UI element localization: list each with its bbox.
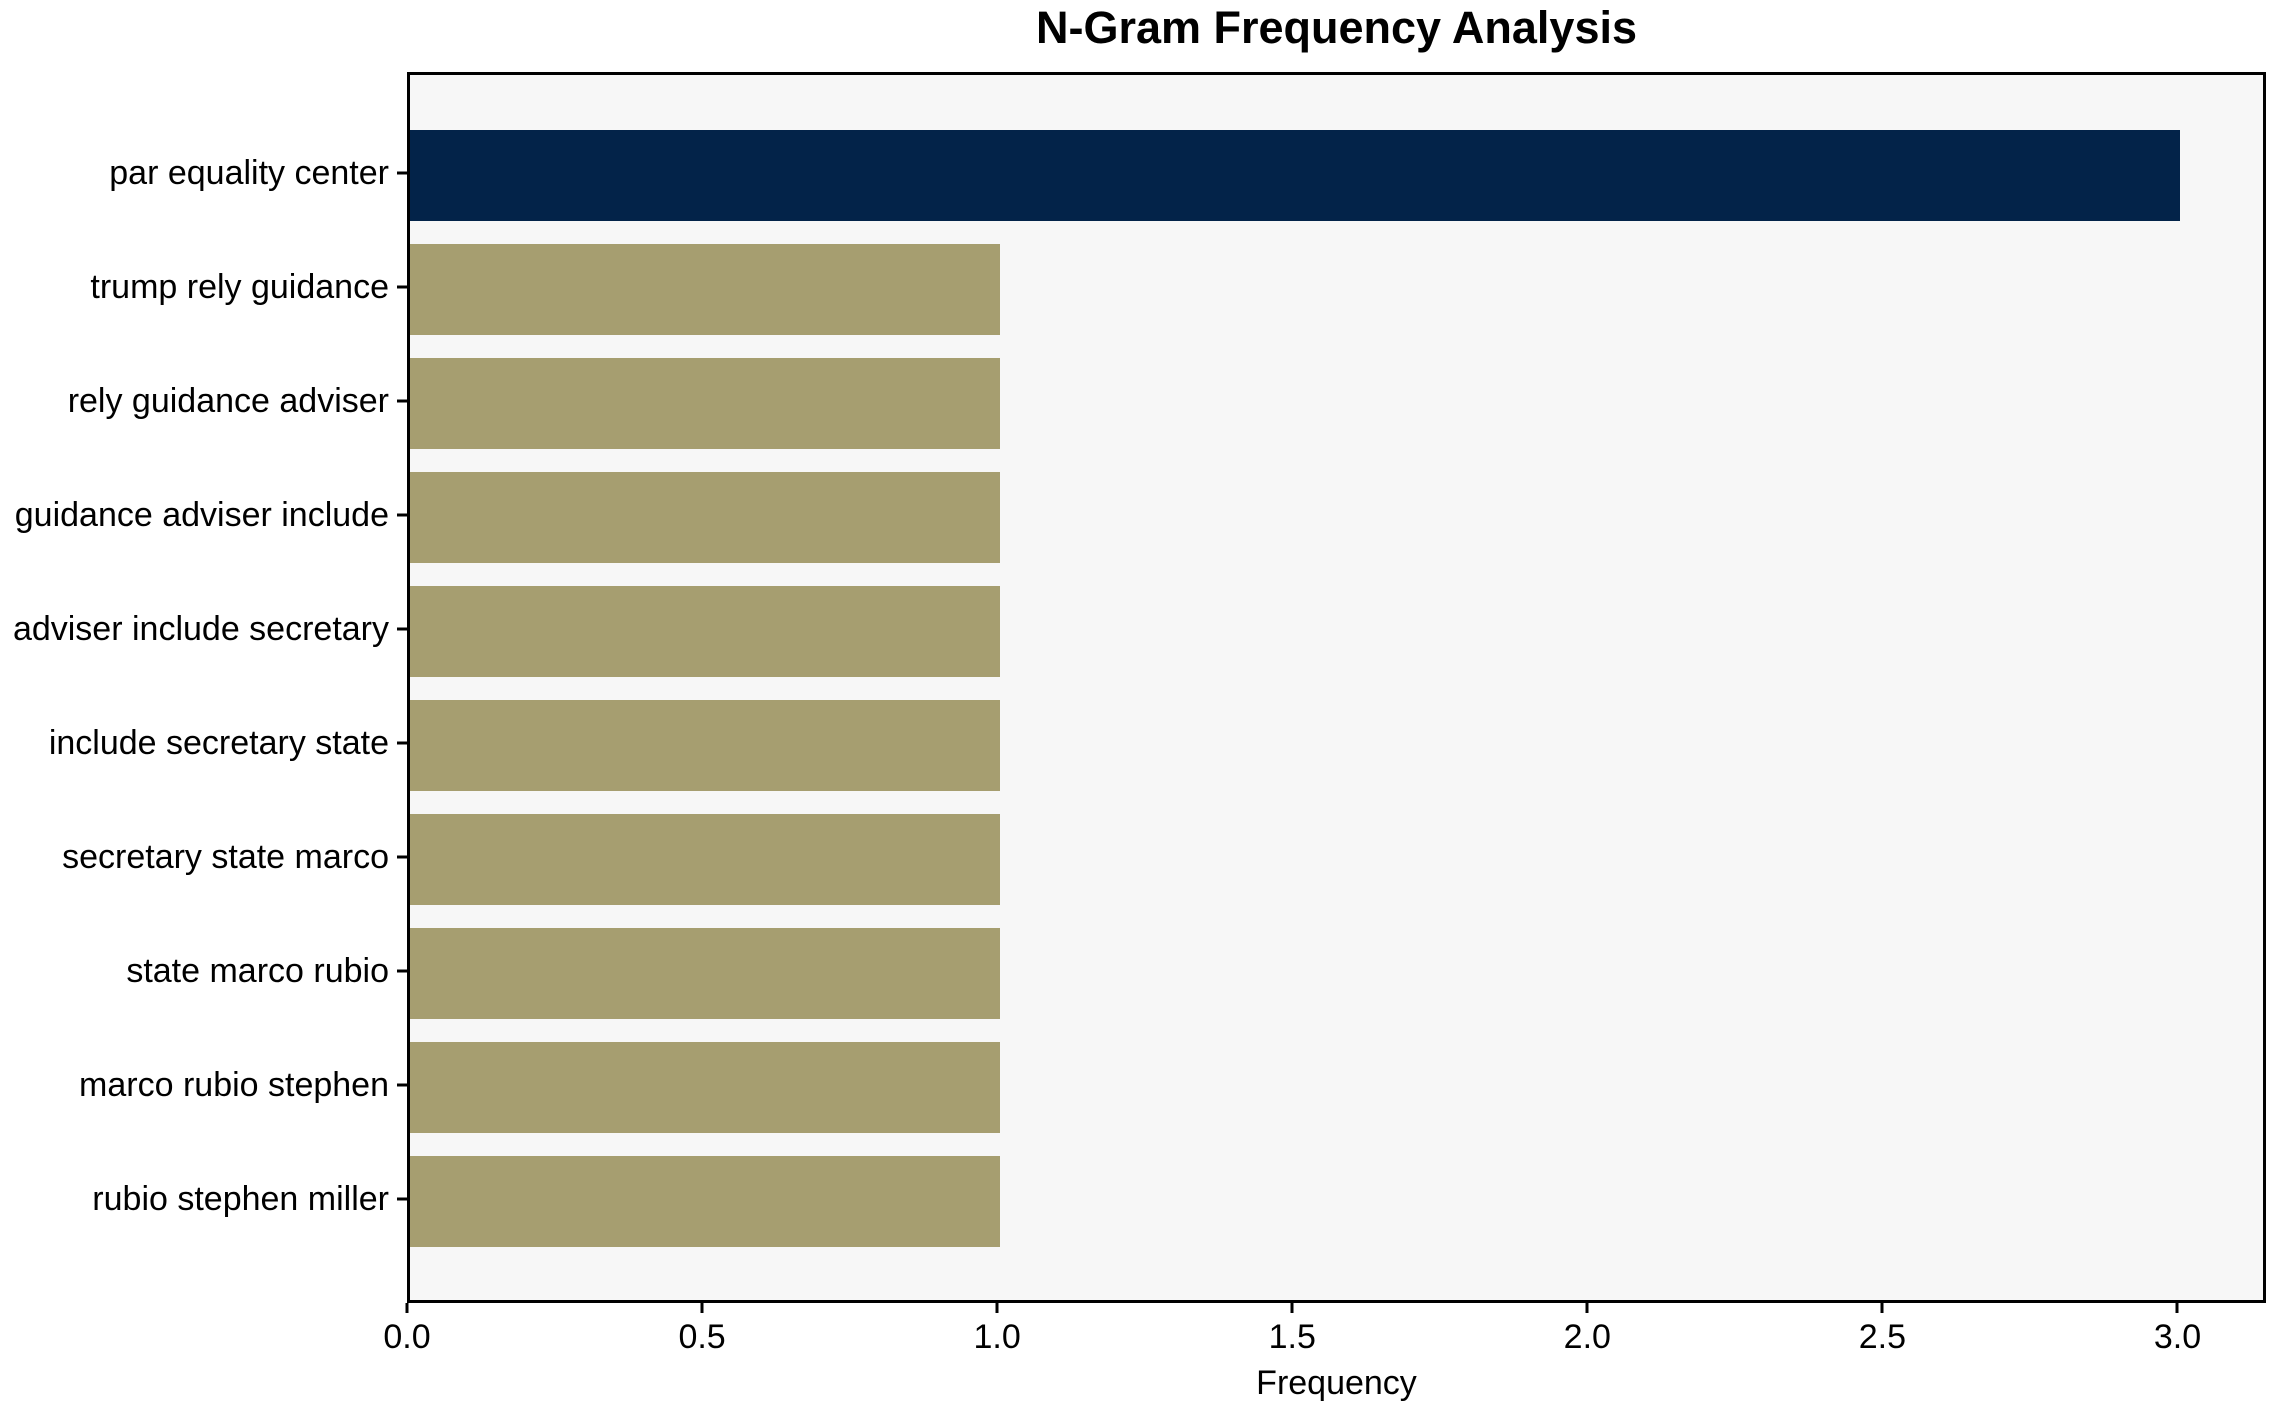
y-tick-label: state marco rubio bbox=[126, 951, 389, 990]
y-tick-label: trump rely guidance bbox=[90, 267, 389, 306]
x-tick-label: 1.0 bbox=[973, 1318, 1021, 1356]
bar bbox=[410, 472, 1000, 563]
y-tick-mark bbox=[397, 399, 407, 402]
y-tick-mark bbox=[397, 285, 407, 288]
y-axis-labels: par equality center trump rely guidance re… bbox=[0, 72, 389, 1303]
x-tick-label: 1.5 bbox=[1268, 1318, 1316, 1356]
x-tick-mark bbox=[995, 1303, 999, 1313]
y-tick-mark bbox=[397, 1083, 407, 1086]
bar bbox=[410, 928, 1000, 1019]
bar bbox=[410, 358, 1000, 449]
x-tick-label: 2.5 bbox=[1858, 1318, 1907, 1356]
bar bbox=[410, 130, 2180, 221]
y-tick-mark bbox=[397, 171, 407, 174]
y-tick-mark bbox=[397, 627, 407, 630]
y-tick-mark bbox=[397, 513, 407, 516]
plot-area bbox=[407, 72, 2266, 1303]
chart-title: N-Gram Frequency Analysis bbox=[1035, 2, 1638, 53]
y-tick-label: rely guidance adviser bbox=[67, 381, 389, 420]
x-tick-label: 3.0 bbox=[2153, 1318, 2202, 1356]
bar bbox=[410, 814, 1000, 905]
x-tick-label: 0.0 bbox=[383, 1318, 431, 1356]
x-tick-mark bbox=[1880, 1303, 1884, 1313]
y-tick-label: rubio stephen miller bbox=[92, 1179, 389, 1218]
y-tick-label: secretary state marco bbox=[62, 837, 389, 876]
y-tick-mark bbox=[397, 969, 407, 972]
x-axis-label: Frequency bbox=[1256, 1364, 1417, 1402]
x-tick-mark bbox=[1290, 1303, 1294, 1313]
y-tick-mark bbox=[397, 855, 407, 858]
bar bbox=[410, 1156, 1000, 1247]
y-tick-mark bbox=[397, 741, 407, 744]
bar bbox=[410, 700, 1000, 791]
y-tick-label: guidance adviser include bbox=[14, 495, 389, 534]
y-tick-mark bbox=[397, 1197, 407, 1200]
x-tick-mark bbox=[700, 1303, 704, 1313]
x-tick-mark bbox=[405, 1303, 409, 1313]
bar bbox=[410, 244, 1000, 335]
x-tick-label: 2.0 bbox=[1563, 1318, 1611, 1356]
y-tick-label: adviser include secretary bbox=[12, 609, 389, 648]
x-tick-label: 0.5 bbox=[678, 1318, 726, 1356]
bar bbox=[410, 586, 1000, 677]
y-tick-label: marco rubio stephen bbox=[79, 1065, 389, 1104]
x-tick-mark bbox=[1585, 1303, 1589, 1313]
bar bbox=[410, 1042, 1000, 1133]
y-tick-label: par equality center bbox=[109, 153, 389, 192]
x-tick-mark bbox=[2175, 1303, 2179, 1313]
y-tick-label: include secretary state bbox=[48, 723, 389, 762]
